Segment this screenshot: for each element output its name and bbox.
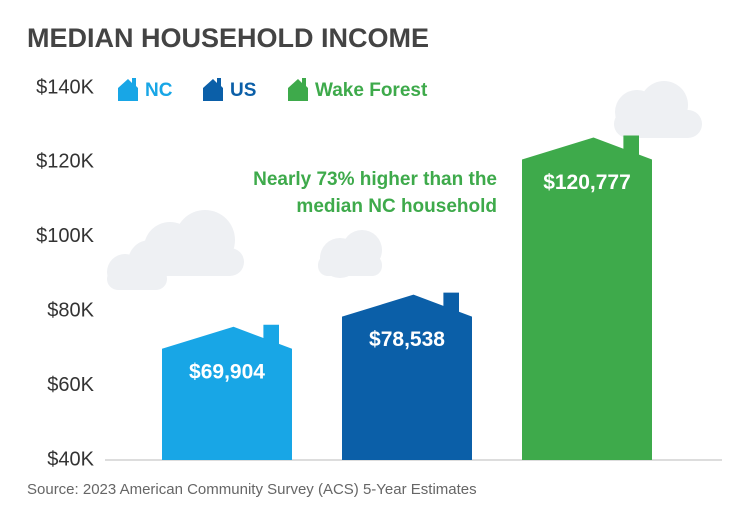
legend-label: Wake Forest bbox=[315, 80, 428, 101]
legend-swatch bbox=[118, 78, 138, 101]
y-tick-label: $60K bbox=[47, 374, 94, 396]
y-tick-label: $100K bbox=[36, 225, 94, 247]
y-tick-label: $120K bbox=[36, 151, 94, 173]
annotation: Nearly 73% higher than the bbox=[253, 169, 497, 190]
source: Source: 2023 American Community Survey (… bbox=[27, 481, 477, 498]
y-tick-label: $40K bbox=[47, 448, 94, 470]
chart-title: MEDIAN HOUSEHOLD INCOME bbox=[27, 23, 429, 53]
legend-label: NC bbox=[145, 80, 173, 101]
value-label: $120,777 bbox=[543, 171, 631, 194]
value-label: $69,904 bbox=[189, 360, 265, 383]
legend-swatch bbox=[203, 78, 223, 101]
legend-label: US bbox=[230, 80, 256, 101]
value-label: $78,538 bbox=[369, 328, 445, 351]
y-tick-label: $80K bbox=[47, 299, 94, 321]
y-tick-label: $140K bbox=[36, 76, 94, 98]
legend-swatch bbox=[288, 78, 308, 101]
annotation: median NC household bbox=[296, 196, 497, 217]
clouds bbox=[107, 81, 702, 290]
bar bbox=[522, 135, 652, 460]
bar bbox=[342, 292, 472, 460]
bar bbox=[162, 324, 292, 460]
